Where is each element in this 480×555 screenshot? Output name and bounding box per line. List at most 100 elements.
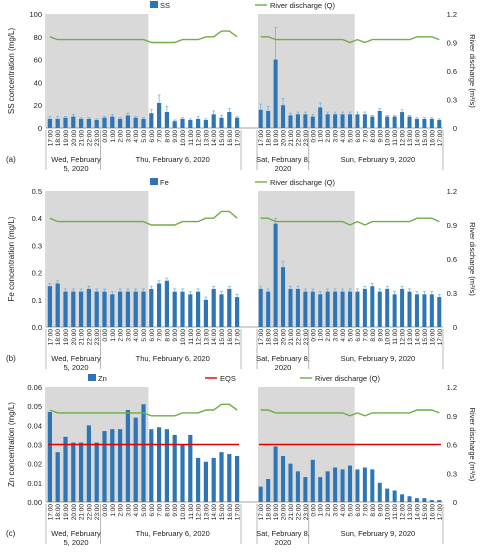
day-label: 2020 [275,164,292,173]
y-tick-label: 60 [34,56,42,65]
x-tick-label: 14:00 [211,329,218,346]
x-tick-label: 2:00 [325,504,332,517]
x-tick-label: 7:00 [362,504,369,517]
bar [407,116,412,128]
x-tick-label: 1:00 [110,329,117,342]
bar [78,442,84,502]
x-tick-label: 16:00 [227,329,234,346]
bar [172,291,177,327]
x-tick-label: 14:00 [414,130,421,147]
y2-tick-label: 0.6 [447,67,457,76]
bar [172,121,177,128]
y-tick-label: 0.0 [32,323,42,332]
x-tick-label: 12:00 [196,130,203,147]
x-tick-label: 8:00 [370,329,377,342]
bar [370,116,375,128]
x-tick-label: 21:00 [79,504,86,521]
discharge-line [49,403,238,417]
bar [203,461,209,502]
bar [164,280,170,327]
day-label: Thu, February 6, 2020 [136,155,210,164]
bar [303,114,308,128]
bar [295,114,300,128]
x-tick-label: 17:00 [47,504,54,521]
y-tick-label: 0.01 [27,479,42,488]
bar [303,477,308,502]
bar [133,417,138,502]
x-tick-label: 1:00 [318,130,325,143]
x-tick-label: 2:00 [118,329,125,342]
legend-label: River discharge (Q) [270,178,336,187]
x-tick-label: 0:00 [310,329,317,342]
y-tick-label: 0.2 [32,269,42,278]
bar [86,425,92,502]
bar [407,291,412,327]
x-tick-label: 4:00 [133,130,140,143]
day-label: Wed, February [51,529,101,538]
bar [211,288,216,327]
bar [110,116,115,128]
x-tick-label: 11:00 [188,504,195,520]
x-tick-label: 3:00 [333,130,340,143]
bar [71,116,76,128]
x-tick-label: 22:00 [86,130,93,147]
day-label: Sun, February 9, 2020 [341,529,416,538]
legend: Zn EQS River discharge (Q) [88,374,381,383]
x-tick-label: 18:00 [266,329,273,346]
x-tick-label: 17:00 [235,329,242,346]
x-tick-label: 7:00 [157,329,164,342]
day-label: 5, 2020 [63,164,88,173]
bar [385,288,390,327]
bar [258,109,263,128]
x-tick-label: 13:00 [203,329,210,346]
bar [94,442,99,502]
x-tick-label: 12:00 [400,130,407,147]
x-tick-label: 22:00 [86,329,93,346]
y2-tick-label: 0.3 [447,289,457,298]
bar [55,283,60,327]
bar [437,120,442,128]
x-tick-label: 16:00 [227,130,234,147]
bar [429,118,434,128]
bar [266,291,271,327]
bar [141,404,146,502]
x-tick-label: 0:00 [102,130,109,143]
x-tick-label: 10:00 [180,504,187,521]
x-tick-label: 14:00 [211,130,218,147]
legend-swatch-bar [88,374,96,381]
day-label: Wed, February [51,155,101,164]
x-tick-label: 13:00 [407,504,414,521]
x-tick-label: 17:00 [47,130,54,147]
y-tick-label: 0.04 [27,421,42,430]
x-tick-label: 23:00 [303,504,310,521]
x-tick-label: 20:00 [281,504,288,521]
bar [47,411,53,502]
y-tick-label: 0.06 [27,383,42,392]
day-label: Sun, February 9, 2020 [341,155,416,164]
y2-tick-label: 0.9 [447,39,457,48]
bar [370,469,375,502]
x-tick-label: 20:00 [71,329,78,346]
bar [295,288,300,327]
legend-swatch-bar [150,1,158,8]
bar [281,105,286,128]
bar [288,115,293,128]
x-tick-label: 10:00 [385,329,392,346]
y-tick-label: 0.3 [32,241,42,250]
bar [156,283,162,327]
y2-tick-label: 0.6 [447,441,457,450]
x-tick-label: 21:00 [79,329,86,346]
night-shade [47,14,149,128]
bar [422,498,427,502]
y2-tick-label: 0.9 [447,221,457,230]
bar [385,116,390,128]
x-tick-label: 7:00 [157,504,164,517]
bar [125,410,131,502]
y2-axis-title: River discharge (m³/s) [468,408,477,482]
x-tick-label: 3:00 [125,329,132,342]
x-tick-label: 1:00 [318,329,325,342]
bar [156,427,162,502]
bar [273,446,278,502]
x-tick-label: 22:00 [295,504,302,521]
bar [407,496,412,502]
